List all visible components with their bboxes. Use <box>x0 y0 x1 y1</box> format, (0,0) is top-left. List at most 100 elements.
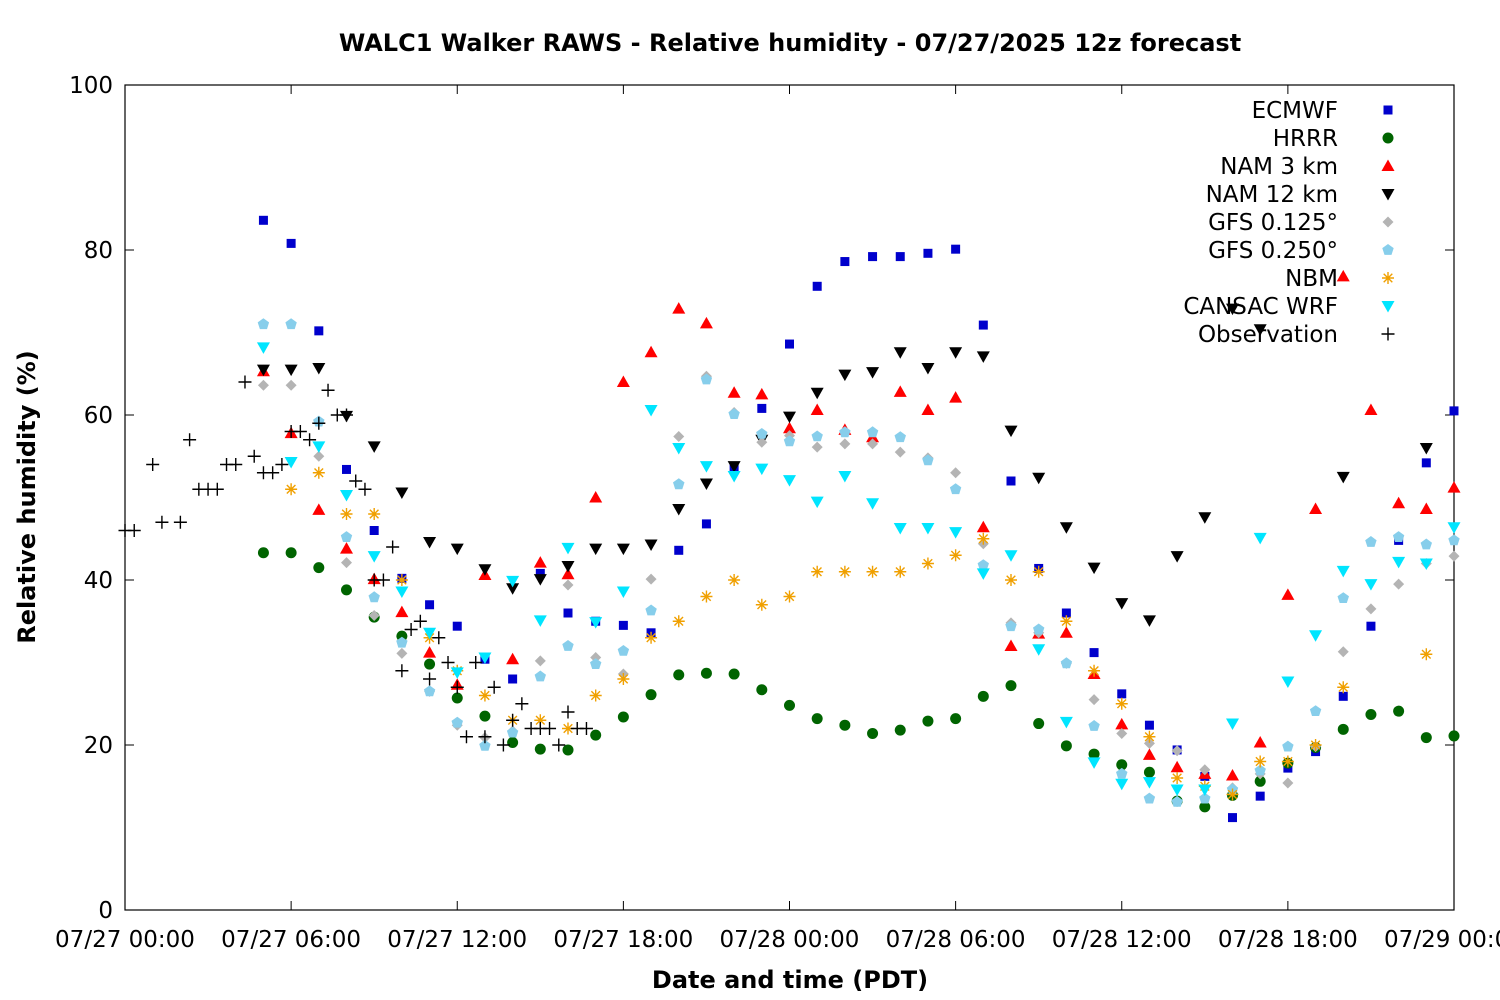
data-point <box>617 645 630 656</box>
data-point <box>238 375 252 389</box>
data-point <box>867 727 879 739</box>
data-point <box>1226 718 1239 731</box>
data-point <box>783 475 796 487</box>
data-point <box>1419 443 1433 455</box>
data-point <box>1364 579 1378 591</box>
data-point <box>810 387 824 400</box>
data-point <box>1226 769 1239 781</box>
data-point <box>173 515 187 529</box>
data-point <box>811 713 823 725</box>
series-cansac-wrf <box>256 342 1461 797</box>
data-point <box>432 631 446 645</box>
data-point <box>396 636 408 648</box>
data-point <box>672 504 686 516</box>
data-point <box>839 438 851 450</box>
data-point <box>1392 556 1406 569</box>
data-point <box>838 369 852 382</box>
data-point <box>396 647 408 659</box>
data-point <box>1143 730 1156 743</box>
data-point <box>1087 562 1101 575</box>
data-point <box>811 441 823 453</box>
data-point <box>534 670 546 682</box>
data-point <box>700 373 713 385</box>
data-point <box>1226 788 1239 801</box>
data-point <box>1032 472 1046 485</box>
data-point <box>1253 324 1267 336</box>
series-nbm <box>285 466 1433 801</box>
y-tick-label: 100 <box>69 73 113 99</box>
data-point <box>451 692 463 704</box>
data-point <box>976 520 990 533</box>
data-point <box>1420 732 1432 744</box>
data-point <box>561 705 575 719</box>
data-point <box>515 697 529 711</box>
data-point <box>340 531 353 542</box>
data-point <box>1115 697 1128 710</box>
data-point <box>441 656 455 669</box>
data-point <box>1143 737 1155 749</box>
data-point <box>425 600 435 610</box>
data-point <box>950 467 962 479</box>
data-point <box>755 387 769 400</box>
data-point <box>672 443 686 455</box>
data-point <box>1059 522 1073 534</box>
data-point <box>478 564 492 576</box>
data-point <box>314 326 324 336</box>
data-point <box>459 730 473 744</box>
data-point <box>1004 550 1018 562</box>
data-point <box>562 744 574 756</box>
data-point <box>451 716 463 728</box>
data-point <box>341 584 352 596</box>
data-point <box>376 573 390 587</box>
data-point <box>1116 767 1128 779</box>
data-point <box>1419 558 1433 570</box>
data-point <box>1199 764 1211 776</box>
data-point <box>1392 496 1406 509</box>
data-point <box>312 362 326 375</box>
data-point <box>1006 476 1016 486</box>
data-point <box>506 726 519 738</box>
data-point <box>423 627 437 640</box>
data-point <box>783 435 796 447</box>
data-point <box>1088 720 1100 731</box>
data-point <box>1281 676 1295 688</box>
data-point <box>413 614 427 628</box>
data-point <box>183 433 197 447</box>
data-point <box>404 623 418 636</box>
data-point <box>423 646 437 658</box>
data-point <box>562 640 574 651</box>
data-point <box>950 713 962 725</box>
data-point <box>644 405 658 417</box>
data-point <box>700 667 712 679</box>
legend-marker <box>1381 189 1395 201</box>
data-point <box>893 523 907 535</box>
data-point <box>340 542 353 554</box>
data-point <box>561 560 575 573</box>
data-point <box>257 379 269 391</box>
data-point <box>1309 705 1322 716</box>
data-point <box>543 722 557 735</box>
data-point <box>1255 791 1265 801</box>
data-point <box>673 669 685 681</box>
data-point <box>699 478 713 490</box>
data-point <box>1393 578 1405 590</box>
data-point <box>977 559 989 570</box>
plot-frame <box>124 84 1455 911</box>
x-tick-label: 07/27 06:00 <box>221 927 361 953</box>
data-point <box>783 421 796 434</box>
data-point <box>533 574 547 586</box>
axis-ticks: 0 20 40 60 80 100 07/27 00:00 07/27 06:00 07/27 … <box>55 73 1500 953</box>
data-point <box>976 568 990 580</box>
data-point <box>810 403 824 416</box>
data-point <box>368 508 381 520</box>
data-point <box>368 591 380 603</box>
data-point <box>340 490 353 502</box>
data-point <box>258 215 268 225</box>
data-point <box>812 281 822 291</box>
data-point <box>1117 689 1127 699</box>
data-point <box>784 699 795 711</box>
data-point <box>1419 502 1433 515</box>
data-point <box>1449 406 1459 416</box>
data-point <box>589 543 603 556</box>
legend-label: NBM <box>1285 266 1338 292</box>
